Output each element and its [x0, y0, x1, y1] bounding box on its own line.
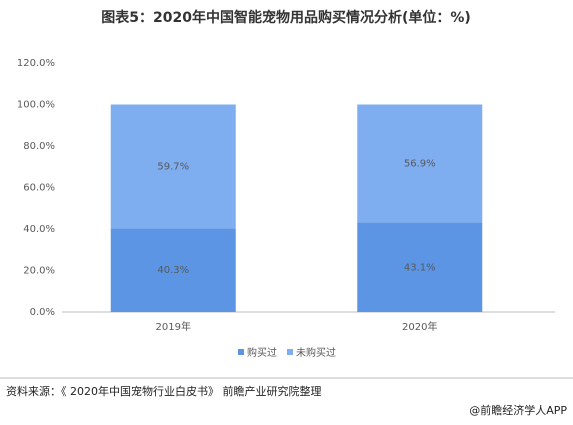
- y-tick-label: 60.0%: [23, 183, 55, 194]
- y-tick-label: 0.0%: [30, 307, 55, 318]
- credit: @前瞻经济学人APP: [469, 403, 567, 417]
- value-label: 40.3%: [157, 265, 189, 276]
- legend-swatch: [238, 349, 244, 355]
- y-tick-label: 20.0%: [23, 266, 55, 277]
- chart-title: 图表5：2020年中国智能宠物用品购买情况分析(单位：%): [101, 9, 471, 26]
- y-tick-label: 100.0%: [17, 100, 55, 111]
- value-label: 43.1%: [404, 262, 436, 273]
- bar-segment: [357, 104, 483, 223]
- x-tick-label: 2020年: [402, 320, 437, 333]
- y-tick-label: 80.0%: [23, 141, 55, 152]
- y-tick-label: 120.0%: [17, 58, 55, 69]
- x-tick-label: 2019年: [156, 320, 191, 333]
- legend-swatch: [287, 349, 293, 355]
- legend-label: 未购买过: [296, 346, 336, 359]
- value-label: 59.7%: [157, 161, 189, 172]
- value-label: 56.9%: [404, 159, 436, 170]
- bar-segment: [110, 104, 236, 229]
- y-tick-label: 40.0%: [23, 224, 55, 235]
- bar-segment: [357, 222, 483, 312]
- bar-segment: [110, 228, 236, 312]
- source: 资料来源：《 2020年中国宠物行业白皮书》 前瞻产业研究院整理: [6, 384, 322, 398]
- legend-label: 购买过: [247, 346, 277, 359]
